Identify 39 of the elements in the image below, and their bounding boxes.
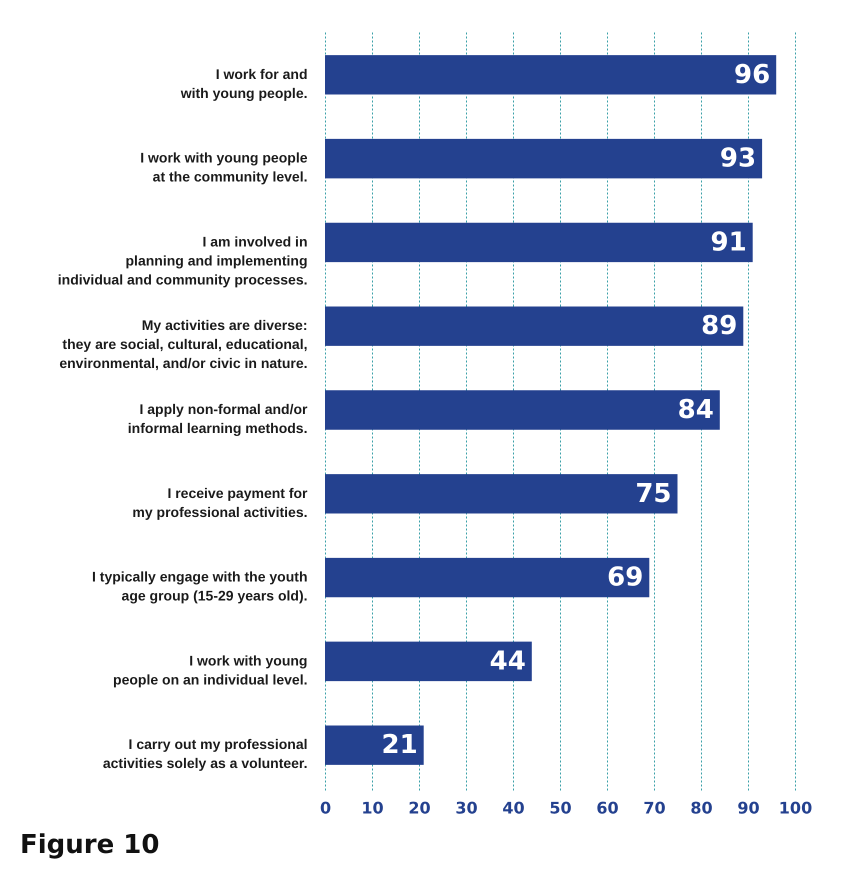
bar	[325, 138, 762, 178]
y-tick-label: I work with young people at the community level.	[140, 150, 308, 185]
x-tick-label: 100	[778, 798, 812, 818]
data-label: 84	[678, 395, 714, 425]
bar	[325, 642, 532, 682]
data-label: 44	[490, 646, 526, 676]
data-label: 69	[607, 562, 644, 593]
x-tick-label: 50	[549, 798, 572, 818]
bar	[325, 390, 720, 430]
y-tick-label: I receive payment for my professional activities.	[132, 484, 308, 520]
data-label: 75	[635, 478, 672, 509]
x-tick-label: 20	[408, 798, 431, 818]
x-tick-label: 70	[643, 798, 666, 818]
x-tick-label: 10	[361, 798, 384, 818]
y-tick-label: I apply non-formal and/or informal learning methods.	[128, 401, 308, 436]
bar	[325, 474, 678, 514]
bar	[325, 306, 744, 346]
y-tick-label: My activities are diverse: they are social, cultural, educational, environmental, and/or civic in nature.	[59, 317, 308, 372]
y-tick-label: I am involved in planning and implementing individual and community processes.	[58, 233, 308, 288]
data-label: 91	[710, 227, 747, 258]
bar	[325, 725, 424, 765]
data-label: 21	[382, 730, 418, 760]
data-label: 93	[720, 144, 756, 174]
y-tick-label: I work for and with young people.	[180, 66, 308, 101]
x-tick-label: 80	[690, 798, 713, 818]
y-tick-label: I typically engage with the youth age group (15-29 years old).	[92, 568, 308, 604]
bar	[325, 222, 753, 262]
data-label: 89	[701, 311, 738, 342]
bar	[325, 558, 650, 598]
x-tick-label: 0	[320, 798, 332, 818]
x-tick-label: 40	[502, 798, 525, 818]
bar	[325, 55, 776, 95]
x-tick-label: 90	[737, 798, 760, 818]
data-label: 96	[734, 60, 770, 90]
caption: Figure 10	[20, 830, 160, 860]
x-tick-label: 60	[596, 798, 619, 818]
x-tick-label: 30	[455, 798, 478, 818]
y-tick-label: I carry out my professional activities solely as a volunteer.	[102, 736, 308, 772]
y-tick-label: I work with young people on an individual level.	[113, 652, 308, 688]
